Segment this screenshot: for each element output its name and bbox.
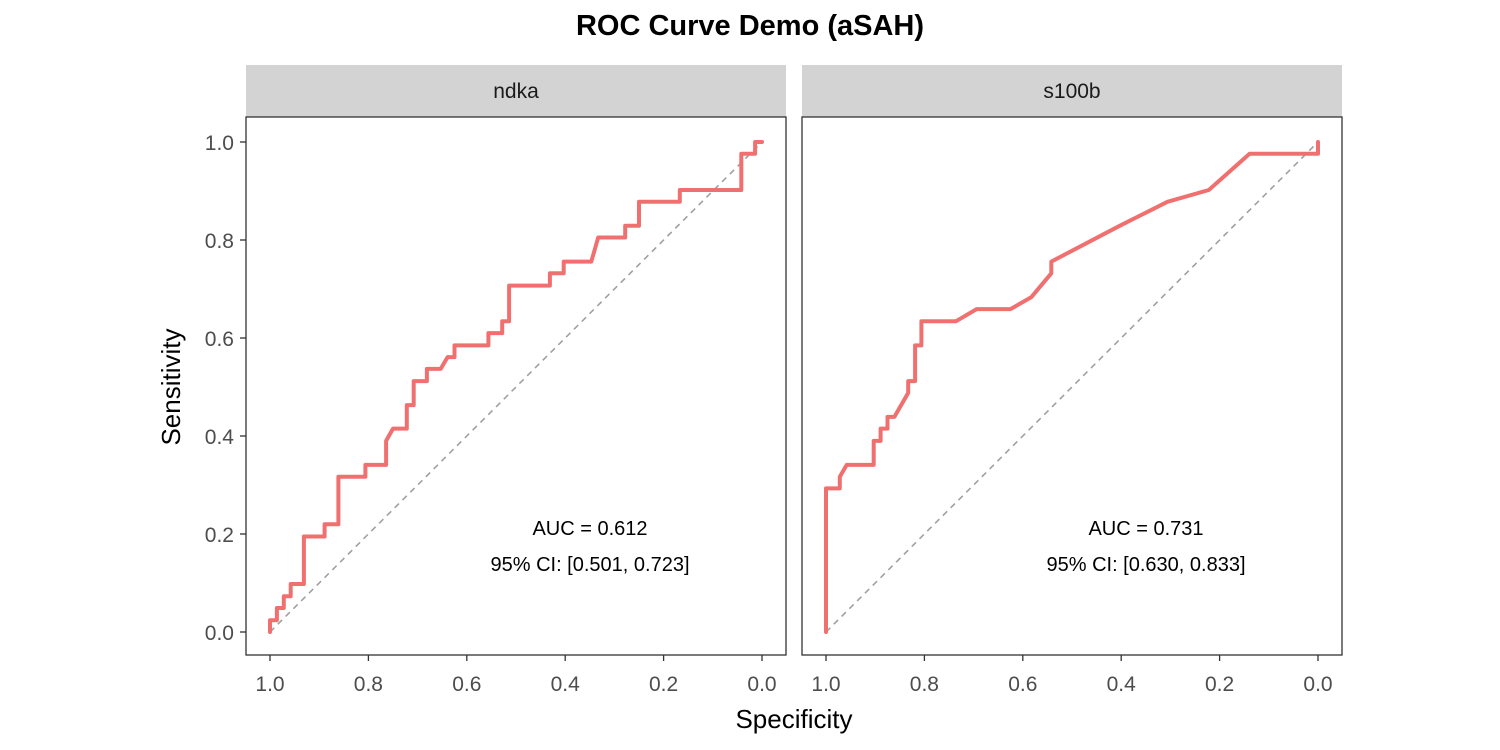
x-tick-label-ndka: 0.2 [649,673,678,696]
ci-label-ndka: 95% CI: [0.501, 0.723] [490,554,689,576]
y-tick-label: 0.4 [205,426,235,449]
y-tick-label: 0.8 [205,230,234,253]
x-tick-label-s100b: 0.4 [1107,673,1137,696]
panel-border-s100b [801,116,1343,656]
y-tick-label: 1.0 [205,132,234,155]
roc-curve-ndka [268,140,764,634]
x-tick-label-ndka: 0.6 [452,673,481,696]
x-tick-label-s100b: 0.2 [1205,673,1234,696]
y-axis-title: Sensitivity [156,328,186,445]
ci-label-s100b: 95% CI: [0.630, 0.833] [1046,554,1245,576]
roc-curve-s100b [824,140,1320,634]
facet-strip-label-ndka: ndka [493,80,539,103]
y-tick-label: 0.0 [205,622,234,645]
facet-strip-s100b [802,65,1342,117]
x-tick-label-ndka: 0.4 [551,673,581,696]
x-tick-label-ndka: 0.8 [354,673,383,696]
x-tick-label-ndka: 0.0 [747,673,776,696]
reference-diagonal-s100b [825,141,1319,633]
x-tick-label-s100b: 0.6 [1008,673,1037,696]
x-tick-label-ndka: 1.0 [255,673,284,696]
auc-label-s100b: AUC = 0.731 [1088,518,1203,540]
x-tick-label-s100b: 0.0 [1303,673,1332,696]
y-tick-label: 0.6 [205,328,234,351]
panel-border-ndka [245,116,787,656]
y-tick-label: 0.2 [205,524,234,547]
facet-strip-label-s100b: s100b [1043,80,1100,103]
facet-strip-ndka [246,65,786,117]
reference-diagonal-ndka [269,141,763,633]
x-tick-label-s100b: 1.0 [811,673,840,696]
x-tick-label-s100b: 0.8 [910,673,939,696]
x-axis-title: Specificity [735,704,852,734]
chart-title: ROC Curve Demo (aSAH) [575,10,925,42]
auc-label-ndka: AUC = 0.612 [532,518,647,540]
